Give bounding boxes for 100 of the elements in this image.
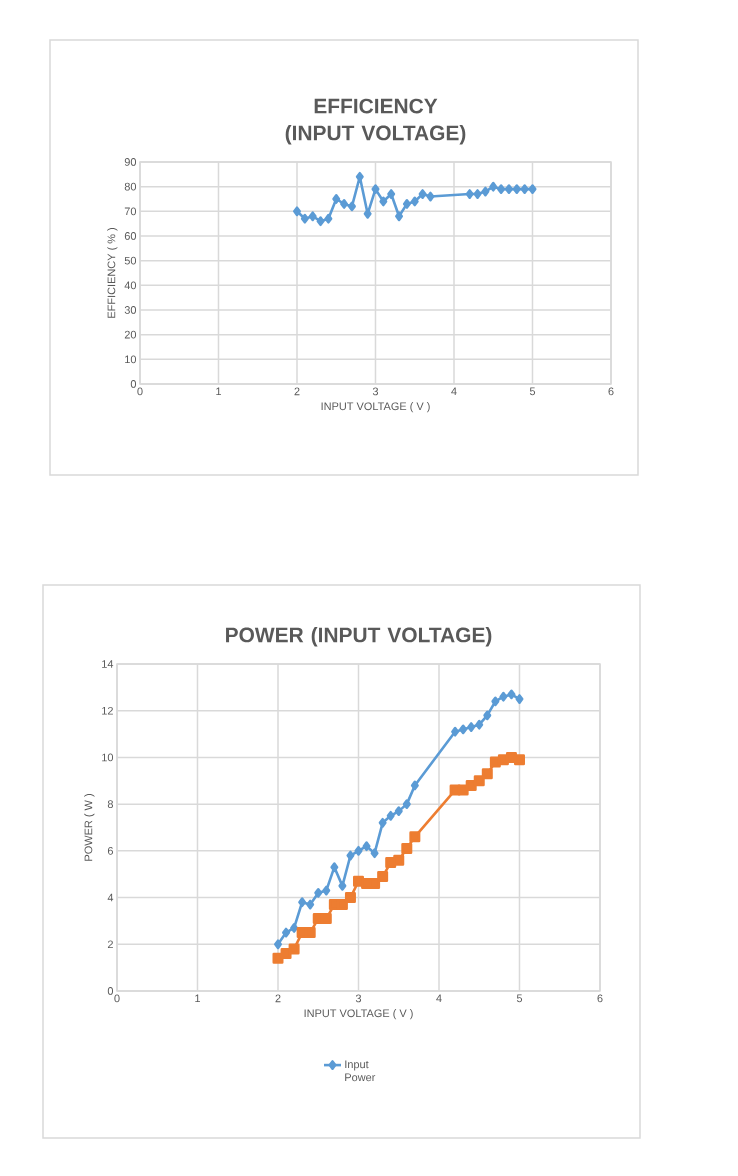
point bbox=[308, 211, 317, 222]
x-tick-label: 2 bbox=[294, 387, 300, 396]
point bbox=[465, 189, 474, 199]
x-tick-label: 0 bbox=[137, 387, 143, 396]
x-tick-label: 6 bbox=[608, 387, 614, 396]
x-tick-label: 0 bbox=[114, 994, 120, 1003]
x-axis-title: INPUT VOLTAGE ( V ) bbox=[304, 1009, 413, 1020]
point bbox=[347, 201, 356, 212]
point bbox=[395, 211, 404, 222]
y-tick-label: 8 bbox=[107, 800, 113, 809]
point bbox=[340, 199, 349, 209]
point bbox=[426, 191, 435, 202]
point bbox=[410, 196, 419, 207]
point bbox=[344, 892, 356, 904]
y-tick-label: 80 bbox=[124, 182, 137, 191]
point bbox=[515, 694, 524, 704]
point bbox=[288, 943, 300, 955]
y-tick-label: 0 bbox=[130, 380, 137, 388]
y-tick-label: 6 bbox=[107, 846, 113, 855]
y-tick-label: 2 bbox=[107, 940, 113, 949]
x-tick-label: 5 bbox=[529, 387, 536, 396]
point bbox=[355, 171, 364, 182]
point bbox=[362, 841, 371, 852]
y-tick-label: 10 bbox=[102, 753, 114, 762]
legend-label: Input Power bbox=[345, 1060, 376, 1082]
point bbox=[370, 848, 379, 859]
point bbox=[451, 726, 460, 737]
point bbox=[300, 213, 309, 224]
point bbox=[322, 885, 331, 896]
point bbox=[459, 724, 468, 735]
y-tick-label: 12 bbox=[102, 706, 113, 715]
x-axis-title: INPUT VOLTAGE ( V ) bbox=[321, 402, 430, 413]
point bbox=[386, 810, 395, 821]
x-tick-label: 4 bbox=[451, 387, 457, 396]
point bbox=[378, 817, 387, 828]
point bbox=[520, 184, 529, 195]
y-tick-label: 20 bbox=[124, 330, 137, 339]
point bbox=[393, 854, 405, 866]
y-tick-label: 14 bbox=[102, 660, 114, 668]
point bbox=[483, 710, 492, 721]
y-tick-label: 50 bbox=[124, 256, 137, 265]
point bbox=[330, 862, 339, 873]
point bbox=[491, 696, 500, 707]
point bbox=[346, 850, 355, 861]
point bbox=[394, 806, 403, 817]
point bbox=[512, 184, 521, 195]
point bbox=[473, 189, 482, 199]
point bbox=[499, 691, 508, 702]
point bbox=[401, 843, 413, 855]
x-tick-label: 3 bbox=[372, 387, 379, 396]
point bbox=[272, 952, 284, 964]
point bbox=[410, 780, 419, 791]
point bbox=[504, 184, 513, 195]
x-tick-label: 6 bbox=[597, 994, 603, 1003]
point bbox=[354, 845, 363, 856]
point bbox=[387, 189, 396, 199]
point bbox=[402, 199, 411, 209]
point bbox=[298, 897, 307, 908]
x-tick-label: 1 bbox=[216, 387, 222, 396]
point bbox=[338, 880, 347, 891]
y-axis-title: POWER ( W ) bbox=[84, 794, 95, 861]
x-tick-label: 2 bbox=[275, 994, 281, 1003]
point bbox=[371, 184, 380, 195]
point bbox=[489, 181, 498, 192]
y-tick-label: 0 bbox=[107, 987, 114, 995]
point bbox=[377, 871, 389, 883]
point bbox=[379, 196, 388, 207]
point bbox=[402, 799, 411, 810]
point bbox=[282, 927, 291, 938]
y-tick-label: 90 bbox=[124, 158, 137, 166]
y-tick-label: 10 bbox=[125, 355, 137, 364]
point bbox=[332, 194, 341, 204]
chart-title: POWER (INPUT VOLTAGE) bbox=[226, 626, 492, 647]
point bbox=[507, 689, 516, 700]
point bbox=[475, 719, 484, 730]
point bbox=[473, 775, 485, 787]
point bbox=[293, 206, 301, 217]
x-tick-label: 5 bbox=[516, 994, 523, 1003]
point bbox=[306, 899, 315, 910]
point bbox=[290, 923, 299, 933]
point bbox=[528, 184, 537, 195]
point bbox=[481, 186, 490, 197]
x-tick-label: 3 bbox=[355, 994, 362, 1003]
point bbox=[316, 216, 325, 227]
y-axis-title: EFFICIENCY ( % ) bbox=[107, 228, 118, 318]
point bbox=[314, 887, 323, 898]
point bbox=[418, 189, 427, 199]
point bbox=[274, 939, 282, 950]
y-tick-label: 60 bbox=[124, 232, 137, 240]
point bbox=[467, 722, 476, 732]
y-tick-label: 40 bbox=[124, 281, 137, 290]
y-tick-label: 4 bbox=[107, 893, 114, 902]
y-tick-label: 70 bbox=[124, 207, 137, 216]
chart-title: EFFICIENCY (INPUT VOLTAGE) bbox=[285, 98, 466, 145]
y-tick-label: 30 bbox=[124, 306, 137, 314]
point bbox=[514, 754, 525, 766]
point bbox=[481, 768, 493, 780]
x-tick-label: 1 bbox=[195, 994, 201, 1003]
point bbox=[409, 831, 421, 843]
point bbox=[324, 213, 333, 224]
